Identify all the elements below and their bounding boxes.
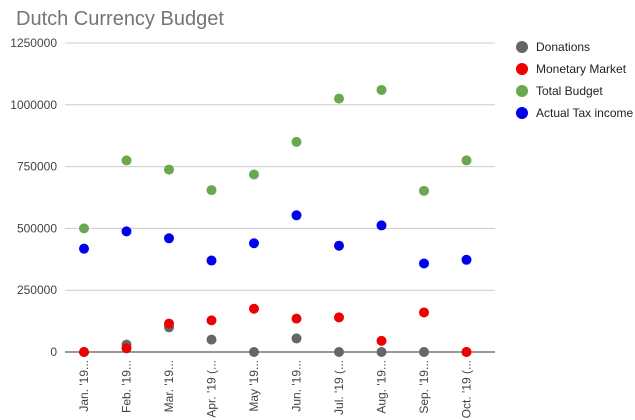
data-point xyxy=(206,315,217,326)
legend-label: Donations xyxy=(536,40,591,54)
y-tick-label: 750000 xyxy=(17,160,57,174)
data-point xyxy=(121,226,132,237)
y-tick-label: 0 xyxy=(50,345,57,359)
data-point xyxy=(206,255,217,266)
data-point xyxy=(334,347,344,357)
x-tick-label: Oct. '19 (... xyxy=(460,360,474,418)
x-tick-label: Feb. '19... xyxy=(120,360,134,413)
x-tick-label: Jan. '19... xyxy=(77,360,91,412)
legend-marker-icon xyxy=(516,63,528,75)
x-tick-label: Sep. '19... xyxy=(417,360,431,414)
y-tick-label: 1250000 xyxy=(10,36,57,50)
chart-title: Dutch Currency Budget xyxy=(16,8,224,30)
data-point xyxy=(206,334,217,345)
data-point xyxy=(419,347,429,357)
legend-item: Donations xyxy=(516,40,635,54)
data-point xyxy=(291,313,302,324)
data-point xyxy=(249,347,259,357)
data-point xyxy=(461,254,472,265)
data-point xyxy=(249,303,259,314)
data-point xyxy=(291,210,302,221)
x-tick-label: May '19... xyxy=(247,360,261,412)
y-axis: 0 250000 500000 750000 1000000 1250000 xyxy=(10,36,57,359)
data-point xyxy=(461,155,472,166)
data-point xyxy=(121,155,132,166)
data-point xyxy=(164,318,174,329)
data-points xyxy=(79,84,472,357)
legend-marker-icon xyxy=(516,41,528,53)
legend-item: Monetary Market xyxy=(516,62,635,76)
data-point xyxy=(419,185,429,196)
data-point xyxy=(334,93,344,104)
data-point xyxy=(419,307,429,318)
data-point xyxy=(164,233,174,244)
x-tick-label: Mar. '19... xyxy=(162,360,176,412)
data-point xyxy=(291,333,302,344)
data-point xyxy=(376,335,387,346)
data-point xyxy=(334,240,344,251)
data-point xyxy=(334,312,344,323)
data-point xyxy=(291,136,302,147)
data-point xyxy=(79,223,89,234)
legend-marker-icon xyxy=(516,85,528,97)
x-tick-label: Apr. '19 (... xyxy=(205,360,219,418)
data-point xyxy=(79,347,89,357)
data-point xyxy=(249,169,259,180)
data-point xyxy=(249,238,259,249)
legend-label: Monetary Market xyxy=(536,62,627,76)
legend-item: Total Budget xyxy=(516,84,635,98)
legend: Donations Monetary Market Total Budget Actu… xyxy=(516,40,635,128)
data-point xyxy=(461,347,472,357)
data-point xyxy=(376,220,387,231)
data-point xyxy=(206,185,217,196)
y-tick-label: 1000000 xyxy=(10,98,57,112)
data-point xyxy=(376,347,387,357)
x-tick-label: Jun. '19... xyxy=(290,360,304,412)
data-point xyxy=(419,258,429,269)
x-axis: Jan. '19... Feb. '19... Mar. '19... Apr. '1… xyxy=(77,360,474,418)
legend-item: Actual Tax income xyxy=(516,106,635,120)
grid-lines xyxy=(65,42,495,353)
legend-label: Total Budget xyxy=(536,84,603,98)
data-point xyxy=(164,164,174,175)
y-tick-label: 500000 xyxy=(17,221,57,235)
data-point xyxy=(79,243,89,254)
legend-marker-icon xyxy=(516,107,528,119)
legend-label: Actual Tax income xyxy=(536,106,634,120)
x-tick-label: Aug. '19... xyxy=(375,360,389,414)
x-tick-label: Jul. '19 (... xyxy=(332,360,346,415)
data-point xyxy=(121,343,132,354)
data-point xyxy=(376,84,387,95)
y-tick-label: 250000 xyxy=(17,283,57,297)
